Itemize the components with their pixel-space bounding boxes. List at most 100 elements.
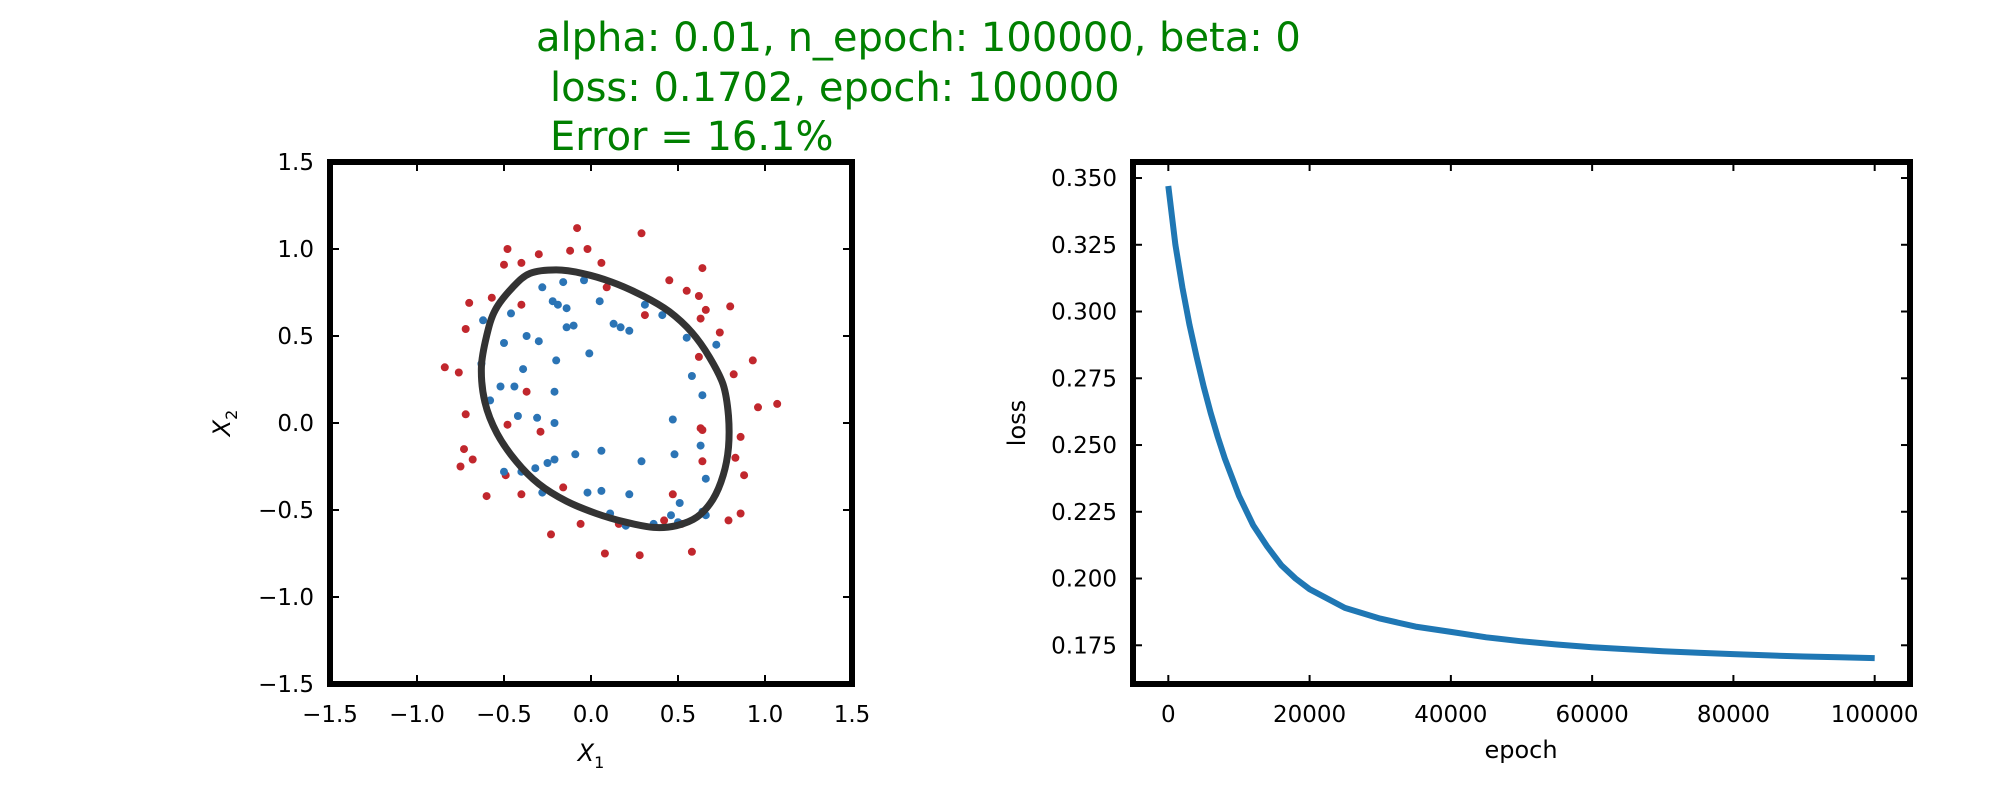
scatter-xtick-label: −1.5 <box>302 702 358 728</box>
scatter-point-red <box>536 427 545 436</box>
loss-xlabel: epoch <box>1484 736 1557 764</box>
scatter-point-red <box>736 432 745 441</box>
scatter-ytick-label: 0.0 <box>277 411 314 437</box>
scatter-point-blue <box>701 474 710 483</box>
scatter-point-red <box>517 258 526 267</box>
scatter-point-red <box>456 462 465 471</box>
scatter-point-blue <box>507 309 515 318</box>
scatter-point-blue <box>585 349 594 358</box>
scatter-point-blue <box>625 326 634 335</box>
scatter-point-red <box>754 403 762 412</box>
scatter-point-red <box>482 492 491 501</box>
scatter-ytick-label: 1.0 <box>277 237 314 263</box>
scatter-point-blue <box>580 276 588 285</box>
loss-ytick-label: 0.225 <box>1051 500 1117 526</box>
scatter-point-red <box>487 293 496 302</box>
scatter-xlabel: X1 <box>576 739 605 772</box>
scatter-point-red <box>500 260 508 269</box>
loss-ytick-label: 0.200 <box>1051 567 1117 593</box>
scatter-point-red <box>602 283 611 292</box>
scatter-point-blue <box>571 450 580 459</box>
scatter-point-red <box>696 314 705 323</box>
scatter-point-blue <box>609 319 618 328</box>
scatter-xtick-label: 0.5 <box>660 702 697 728</box>
scatter-point-red <box>597 258 606 267</box>
scatter-point-blue <box>562 304 571 313</box>
scatter-point-red <box>740 471 749 480</box>
scatter-point-red <box>694 352 703 361</box>
scatter-point-red <box>701 305 710 314</box>
scatter-point-blue <box>696 441 705 450</box>
scatter-point-blue <box>513 412 522 420</box>
loss-ytick-label: 0.300 <box>1051 300 1117 326</box>
scatter-point-red <box>465 298 474 307</box>
scatter-point-blue <box>658 311 667 320</box>
scatter-point-blue <box>682 333 691 342</box>
loss-frame <box>1130 159 1913 687</box>
loss-xtick-label: 0 <box>1161 702 1176 728</box>
loss-xtick-label: 60000 <box>1556 702 1629 728</box>
scatter-point-blue <box>712 340 721 349</box>
scatter-point-red <box>522 387 531 396</box>
scatter-point-red <box>665 276 674 285</box>
scatter-point-red <box>731 453 740 462</box>
scatter-xtick-label: 1.5 <box>834 702 871 728</box>
loss-ytick-label: 0.325 <box>1051 233 1117 259</box>
scatter-point-red <box>573 224 582 233</box>
scatter-point-blue <box>595 297 604 306</box>
suptitle-line-2: loss: 0.1702, epoch: 100000 <box>550 65 1120 111</box>
scatter-point-blue <box>675 499 684 507</box>
scatter-point-red <box>637 229 646 238</box>
loss-curve <box>1165 185 1875 662</box>
scatter-point-blue <box>500 339 508 347</box>
scatter-point-blue <box>559 278 568 287</box>
scatter-point-blue <box>496 382 505 391</box>
loss-ylabel: loss <box>1003 400 1031 446</box>
scatter-point-red <box>640 311 649 320</box>
scatter-point-red <box>694 292 703 300</box>
scatter-point-blue <box>522 332 531 340</box>
scatter-ytick-label: −0.5 <box>258 498 314 524</box>
scatter-ytick-label: 0.5 <box>277 324 314 350</box>
scatter-ytick-label: −1.0 <box>258 585 314 611</box>
loss-ytick-label: 0.275 <box>1051 366 1117 392</box>
scatter-point-blue <box>637 457 646 466</box>
scatter-point-red <box>454 368 463 377</box>
scatter-point-red <box>576 519 585 528</box>
scatter-point-blue <box>533 413 542 422</box>
scatter-point-blue <box>531 464 540 473</box>
loss-ytick-label: 0.350 <box>1051 166 1117 192</box>
scatter-point-red <box>724 516 733 525</box>
scatter-frame <box>327 159 855 687</box>
loss-xtick-label: 80000 <box>1697 702 1770 728</box>
scatter-point-red <box>698 264 707 273</box>
scatter-point-blue <box>543 459 552 467</box>
scatter-point-red <box>566 246 575 255</box>
scatter-ytick-label: −1.5 <box>258 672 314 698</box>
scatter-point-blue <box>479 316 488 325</box>
scatter-point-red <box>517 300 526 309</box>
scatter-point-blue <box>550 419 559 427</box>
scatter-ytick-label: 1.5 <box>277 150 314 176</box>
scatter-xtick-label: −1.0 <box>389 702 445 728</box>
suptitle-line-1: alpha: 0.01, n_epoch: 100000, beta: 0 <box>536 15 1301 61</box>
scatter-point-red <box>503 245 512 253</box>
scatter-axes: −1.5 −1.0 −0.5 0.0 0.5 1.0 1.5 −1.5 −1.0 −0.5 0.0 0… <box>208 150 870 772</box>
scatter-point-red <box>461 410 470 419</box>
suptitle-line-3: Error = 16.1% <box>550 114 834 160</box>
scatter-point-blue <box>698 391 707 400</box>
scatter-point-blue <box>597 486 606 495</box>
scatter-point-red <box>517 490 526 499</box>
scatter-point-blue <box>534 337 543 346</box>
scatter-point-red <box>503 420 512 429</box>
scatter-point-blue <box>562 323 571 332</box>
loss-xtick-label: 40000 <box>1414 702 1487 728</box>
scatter-point-red <box>687 547 696 556</box>
scatter-point-blue <box>569 321 578 330</box>
scatter-point-red <box>736 509 745 518</box>
scatter-ylabel: X2 <box>208 410 241 439</box>
scatter-point-blue <box>552 356 561 365</box>
loss-ytick-label: 0.175 <box>1051 633 1117 659</box>
scatter-point-red <box>729 370 738 379</box>
